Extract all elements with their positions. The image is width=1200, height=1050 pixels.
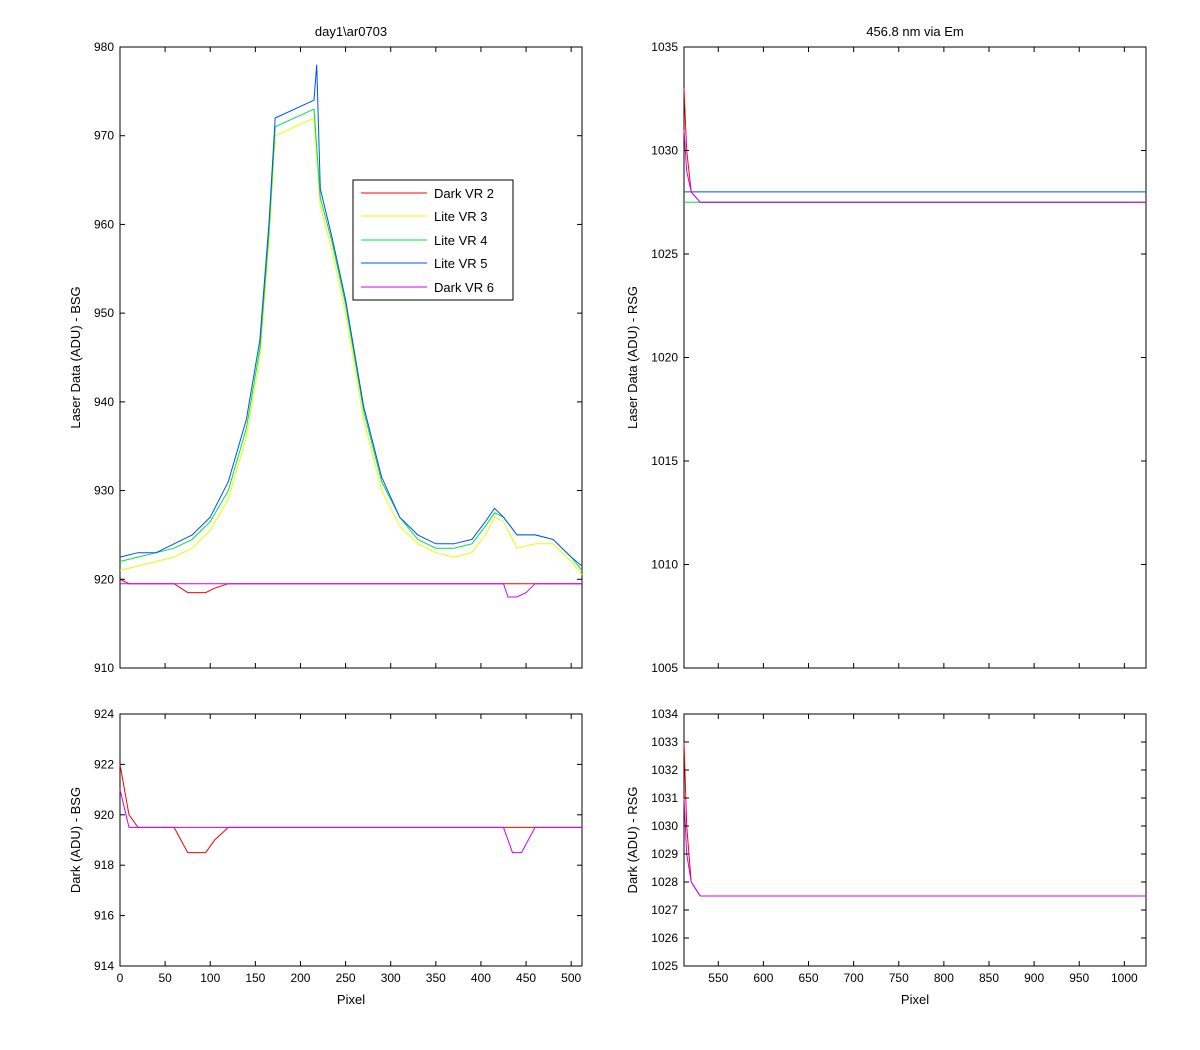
x-tick-label: 400 [471,971,491,985]
legend-label-lite-vr4: Lite VR 4 [434,233,487,248]
chart-title: 456.8 nm via Em [866,24,964,39]
y-tick-label: 1033 [651,735,678,749]
x-tick-label: 350 [426,971,446,985]
y-tick-label: 1035 [651,40,678,54]
y-tick-label: 950 [94,306,114,320]
y-axis-label: Dark (ADU) - RSG [625,787,640,894]
y-tick-label: 918 [94,858,114,872]
y-tick-label: 970 [94,129,114,143]
x-tick-label: 450 [516,971,536,985]
tick-group: 1005 1010 1015 1020 1025 1030 1035 [651,40,1146,675]
y-tick-label: 1027 [651,903,678,917]
x-tick-label: 700 [844,971,864,985]
plot-top-right-rsg-laser: 1005 1010 1015 1020 1025 1030 1035 456.8 nm vi… [625,24,1147,675]
x-tick-label: 600 [753,971,773,985]
x-tick-label: 850 [979,971,999,985]
y-tick-label: 1025 [651,959,678,973]
plot-frame [119,46,583,669]
series-group [683,88,1146,203]
y-tick-label: 910 [94,661,114,675]
series-line-dark-vr-6 [683,129,1146,203]
series-line-dark-vr-6 [119,789,582,854]
x-tick-label: 250 [336,971,356,985]
x-tick-label: 0 [117,971,124,985]
y-tick-label: 914 [94,959,114,973]
plot-frame [683,713,1147,967]
y-tick-label: 1028 [651,875,678,889]
y-tick-label: 1020 [651,351,678,365]
y-tick-label: 1030 [651,819,678,833]
plot-top-left-bsg-laser: 910 920 930 940 950 960 970 980 day1\ar0703 Las… [68,24,583,675]
legend-label-lite-vr3: Lite VR 3 [434,209,487,224]
x-tick-label: 300 [381,971,401,985]
chart-title: day1\ar0703 [315,24,387,39]
x-tick-label: 500 [561,971,581,985]
x-tick-label: 550 [708,971,728,985]
y-tick-label: 1010 [651,558,678,572]
y-tick-label: 940 [94,395,114,409]
y-tick-label: 916 [94,909,114,923]
y-tick-label: 920 [94,808,114,822]
tick-group: 550 600 650 700 750 800 850 900 950 1000 1025 1026 1… [651,707,1146,985]
x-tick-label: 1000 [1111,971,1138,985]
plot-frame [119,713,583,967]
x-tick-label: 200 [290,971,310,985]
x-tick-label: 100 [200,971,220,985]
tick-group: 0 50 100 150 200 250 300 350 400 450 500 914 916 918 9… [94,707,582,985]
y-tick-label: 924 [94,707,114,721]
x-tick-label: 650 [799,971,819,985]
plot-bottom-right-rsg-dark: 550 600 650 700 750 800 850 900 950 1000 1025 1026 1… [625,707,1147,1007]
x-tick-label: 750 [889,971,909,985]
y-tick-label: 1030 [651,144,678,158]
legend-label-dark-vr6: Dark VR 6 [434,280,494,295]
y-tick-label: 920 [94,572,114,586]
y-tick-label: 1034 [651,707,678,721]
x-tick-label: 950 [1069,971,1089,985]
y-tick-label: 960 [94,217,114,231]
series-line-lite-vr-5 [119,64,583,567]
y-tick-label: 922 [94,757,114,771]
series-line-dark-vr-6 [683,797,1146,897]
y-tick-label: 1029 [651,847,678,861]
plot-bottom-left-bsg-dark: 0 50 100 150 200 250 300 350 400 450 500 914 916 918 9… [68,707,583,1007]
x-axis-label: Pixel [337,992,365,1007]
y-tick-label: 930 [94,484,114,498]
x-tick-label: 900 [1024,971,1044,985]
series-group [119,64,583,598]
legend-label-dark-vr2: Dark VR 2 [434,186,494,201]
y-axis-label: Laser Data (ADU) - BSG [68,286,83,428]
y-tick-label: 1031 [651,791,678,805]
y-tick-label: 1025 [651,247,678,261]
tick-group: 910 920 930 940 950 960 970 980 [94,40,582,675]
y-tick-label: 1026 [651,931,678,945]
series-group [119,764,582,854]
x-axis-label: Pixel [901,992,929,1007]
series-line-dark-vr-6 [120,583,582,598]
y-tick-label: 1015 [651,454,678,468]
legend: Dark VR 2 Lite VR 3 Lite VR 4 Lite VR 5 … [352,179,514,301]
series-line-lite-vr-3 [119,117,583,576]
x-tick-label: 800 [934,971,954,985]
y-axis-label: Dark (ADU) - BSG [68,787,83,893]
y-tick-label: 1005 [651,661,678,675]
legend-label-lite-vr5: Lite VR 5 [434,256,487,271]
y-tick-label: 1032 [651,763,678,777]
plot-frame [683,46,1147,669]
x-tick-label: 50 [158,971,172,985]
y-tick-label: 980 [94,40,114,54]
y-axis-label: Laser Data (ADU) - RSG [625,286,640,429]
x-tick-label: 150 [245,971,265,985]
